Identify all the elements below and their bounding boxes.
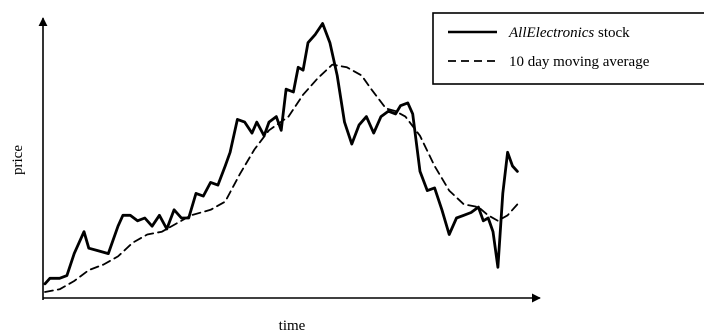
legend: AllElectronics stock 10 day moving avera… — [432, 12, 704, 85]
series-line-stock — [43, 22, 519, 286]
legend-label-stock: AllElectronics stock — [508, 25, 630, 41]
x-axis-label: time — [279, 318, 306, 334]
legend-label-moving-average: 10 day moving average — [509, 54, 650, 70]
legend-label-stock-rest: stock — [594, 25, 630, 41]
y-axis-label: price — [10, 145, 26, 175]
legend-box — [432, 12, 704, 85]
axes — [38, 17, 541, 303]
series-line-moving-average — [44, 63, 519, 293]
legend-label-stock-italic: AllElectronics — [508, 25, 594, 41]
series-layer — [43, 22, 519, 293]
